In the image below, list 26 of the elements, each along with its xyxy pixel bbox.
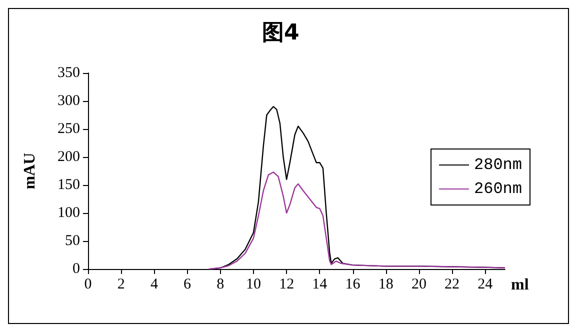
y-tick-label: 350 bbox=[58, 65, 80, 81]
x-tick-label: 0 bbox=[84, 276, 92, 292]
y-axis-title: mAU bbox=[22, 152, 38, 190]
x-tick-label: 10 bbox=[246, 276, 261, 292]
x-tick-label: 18 bbox=[378, 276, 394, 292]
x-tick-label: 24 bbox=[478, 276, 494, 292]
x-tick-label: 14 bbox=[312, 276, 328, 292]
x-tick-label: 8 bbox=[216, 276, 224, 292]
y-tick-label: 100 bbox=[58, 205, 80, 221]
y-tick-label: 300 bbox=[58, 93, 80, 109]
x-tick-label: 22 bbox=[444, 276, 460, 292]
x-tick-label: 16 bbox=[345, 276, 361, 292]
legend-label: 280nm bbox=[474, 156, 522, 174]
x-tick-label: 2 bbox=[117, 276, 125, 292]
x-tick-label: 4 bbox=[150, 276, 158, 292]
x-tick-label: 20 bbox=[411, 276, 426, 292]
x-tick-label: 6 bbox=[184, 276, 192, 292]
y-tick-label: 250 bbox=[58, 121, 80, 137]
y-tick-label: 0 bbox=[72, 261, 80, 277]
y-tick-label: 150 bbox=[58, 177, 80, 193]
y-tick-label: 50 bbox=[65, 233, 80, 249]
chart-title: 图4 bbox=[262, 20, 300, 46]
x-axis-title: ml bbox=[511, 276, 530, 294]
legend-label: 260nm bbox=[474, 180, 522, 198]
x-tick-label: 12 bbox=[279, 276, 294, 292]
y-tick-label: 200 bbox=[58, 149, 80, 165]
